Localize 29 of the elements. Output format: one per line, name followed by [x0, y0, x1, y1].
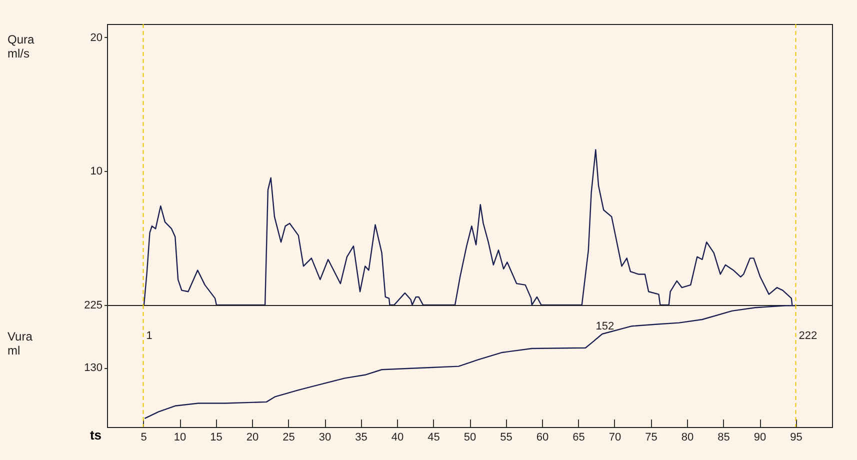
y-tick-label: 20	[90, 32, 102, 44]
annotation: 222	[798, 330, 818, 342]
x-tick-label: 65	[572, 432, 585, 444]
x-tick-label: 20	[246, 432, 259, 444]
x-tick-label: 95	[790, 432, 802, 444]
x-tick-label: 85	[718, 432, 730, 444]
y-tick-label: 10	[90, 166, 102, 178]
x-tick-label: 45	[428, 432, 440, 444]
x-axis-title: ts	[90, 428, 102, 442]
x-tick-label: 10	[174, 432, 186, 444]
y-tick-label: 225	[84, 300, 102, 312]
x-tick-label: 70	[608, 432, 622, 444]
x-tick-label: 15	[210, 432, 222, 444]
annotation: 1	[146, 330, 152, 342]
x-tick-label: 35	[355, 432, 368, 444]
x-tick-label: 5	[140, 432, 147, 444]
annotation: 152	[596, 320, 614, 333]
y-axis-title: Vura ml	[8, 330, 33, 358]
x-tick-label: 60	[536, 432, 549, 444]
x-tick-label: 50	[464, 432, 476, 444]
x-tick-label: 40	[391, 432, 404, 444]
x-tick-label: 30	[318, 432, 332, 444]
x-tick-label: 55	[500, 432, 512, 444]
x-tick-label: 80	[681, 432, 694, 444]
y-tick-label: 130	[84, 362, 102, 374]
y-axis-title: Qura ml/s	[8, 32, 35, 60]
x-tick-label: 90	[754, 432, 766, 444]
x-tick-label: 25	[282, 432, 295, 444]
x-tick-label: 75	[645, 432, 658, 444]
